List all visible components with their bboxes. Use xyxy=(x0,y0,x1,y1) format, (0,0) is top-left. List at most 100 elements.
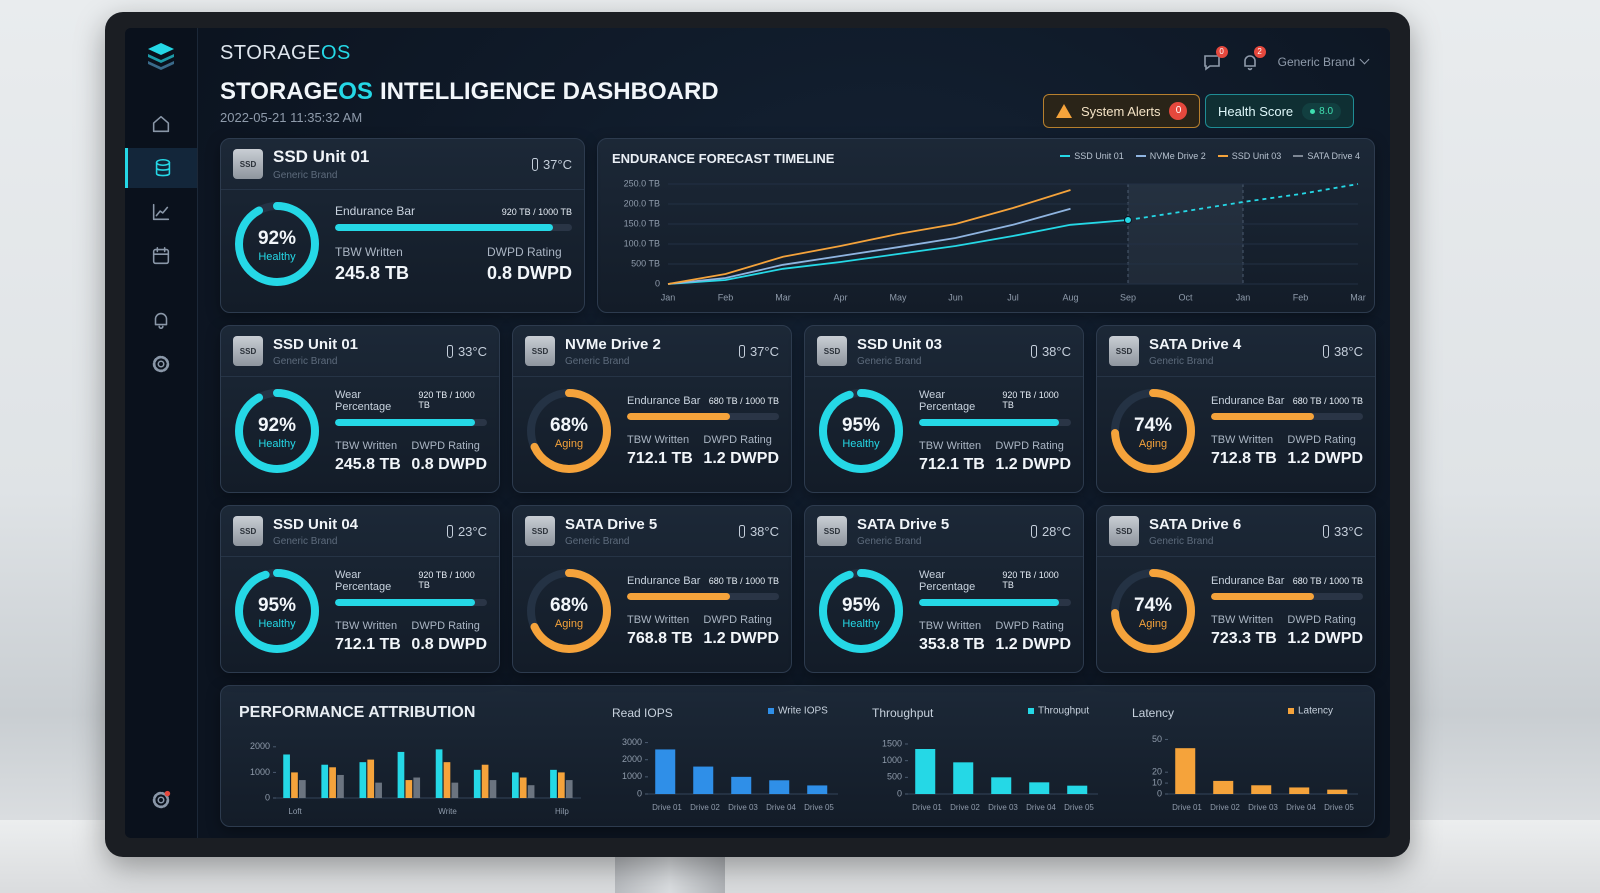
screen: STORAGEOS STORAGEOS INTELLIGENCE DASHBOAR… xyxy=(125,28,1390,838)
temperature: 28°C xyxy=(1030,524,1071,539)
title-prefix: STORAGE xyxy=(220,78,339,105)
temperature-value: 37°C xyxy=(749,343,779,359)
y-tick-label: 0 xyxy=(637,788,642,798)
usage-bar xyxy=(335,224,554,231)
bar-header: Endurance Bar 920 TB / 1000 TB xyxy=(335,204,572,218)
bar-track xyxy=(335,224,572,231)
y-tick-label: 2000 xyxy=(250,741,270,751)
brand-menu[interactable]: Generic Brand xyxy=(1277,54,1370,69)
stat-value: 1.2 DWPD xyxy=(703,449,779,467)
bar-header: Endurance Bar 680 TB / 1000 TB xyxy=(1211,575,1363,587)
bar xyxy=(337,774,344,798)
usage-bar xyxy=(335,418,475,426)
bar-header: Wear Percentage 920 TB / 1000 TB xyxy=(919,569,1071,593)
bar-track xyxy=(1211,412,1363,420)
warning-icon xyxy=(1056,104,1072,118)
nav-home[interactable] xyxy=(125,104,197,144)
logo-layer xyxy=(148,61,174,70)
drive-name: SSD Unit 04 xyxy=(273,515,359,533)
gear-icon xyxy=(152,790,171,809)
chart-title: ENDURANCE FORECAST TIMELINE xyxy=(612,151,835,166)
alerts-button[interactable]: 2 xyxy=(1240,46,1266,72)
ssd-icon: SSD xyxy=(233,336,263,366)
usage-label: 680 TB / 1000 TB xyxy=(1292,575,1363,586)
bar-track xyxy=(335,598,487,606)
card-body: 74% Aging Endurance Bar 680 TB / 1000 TB TBW… xyxy=(1097,557,1375,657)
system-alerts-button[interactable]: System Alerts 0 xyxy=(1043,94,1201,128)
usage-label: 680 TB / 1000 TB xyxy=(708,575,779,586)
gauge-arc xyxy=(819,389,903,473)
bar-track xyxy=(919,418,1071,426)
stat-label: DWPD Rating xyxy=(995,619,1064,632)
bar xyxy=(413,777,421,798)
card-header: SSD SATA Drive 6 Generic Brand 33°C xyxy=(1097,506,1375,557)
messages-badge: 0 xyxy=(1215,46,1228,58)
stat-value: 712.1 TB xyxy=(627,449,693,467)
alerts-count: 0 xyxy=(1169,102,1188,120)
stat-label: TBW Written xyxy=(1211,433,1274,446)
endurance-timeline-panel: 0 500 TB 100.0 TB 150.0 TB 200.0 TB 250.0 TB J… xyxy=(597,138,1375,313)
nav-calendar[interactable] xyxy=(125,236,197,276)
gauge: 95% Healthy xyxy=(819,569,903,653)
nav-notifications[interactable] xyxy=(125,300,197,340)
brand-menu-label: Generic Brand xyxy=(1277,55,1355,69)
x-tick-label: Drive 03 xyxy=(1248,803,1278,812)
y-tick-label: 500 TB xyxy=(631,258,660,268)
temperature-value: 38°C xyxy=(1041,343,1071,359)
messages-button[interactable]: 0 xyxy=(1202,46,1228,72)
gauge-label: 92% xyxy=(258,415,296,436)
temperature: 37°C xyxy=(738,343,779,359)
bar-chart: Throughput Throughput 0 500 1000 1500 Drive 01… xyxy=(872,706,1098,812)
gauge-status: Aging xyxy=(555,618,583,630)
nav-settings[interactable] xyxy=(125,344,197,384)
bar xyxy=(655,749,676,794)
drive-details: Wear Percentage 920 TB / 1000 TB TBW Writt… xyxy=(335,569,487,654)
legend-label: Latency xyxy=(1298,706,1333,717)
nav-analytics[interactable] xyxy=(125,192,197,232)
nav-storage[interactable] xyxy=(125,148,197,188)
gauge-arc xyxy=(235,389,319,473)
stat: TBW Written 723.3 TB xyxy=(1211,614,1277,648)
health-score-button[interactable]: Health Score 8.0 xyxy=(1205,94,1355,128)
bar-chart: Read IOPS Write IOPS 0 1000 2000 3000 Drive 01… xyxy=(612,706,838,812)
y-tick-label: 1000 xyxy=(250,767,270,777)
logo[interactable] xyxy=(145,40,177,72)
icon-shape xyxy=(152,203,170,221)
card-header: SSD NVMe Drive 2 Generic Brand 37°C xyxy=(513,326,791,377)
legend-item: SSD Unit 03 xyxy=(1217,151,1282,161)
icon-shape xyxy=(155,158,170,167)
drive-brand: Generic Brand xyxy=(857,535,922,547)
nav-account-settings[interactable] xyxy=(125,780,197,820)
stat-label: TBW Written xyxy=(335,439,398,452)
dropdown-chevron xyxy=(1359,54,1370,65)
gauge-arc xyxy=(819,569,903,653)
bar-track xyxy=(1211,592,1363,600)
gauge-status: Healthy xyxy=(258,251,296,263)
bar xyxy=(915,749,936,794)
bar xyxy=(1213,780,1234,794)
drive-details: Endurance Bar 920 TB / 1000 TB TBW Written… xyxy=(335,204,572,284)
bar xyxy=(367,759,375,798)
x-tick-label: Drive 04 xyxy=(1026,803,1056,812)
temperature: 37°C xyxy=(531,157,572,172)
ssd-icon: SSD xyxy=(525,516,555,546)
bar xyxy=(451,782,459,798)
bar xyxy=(565,780,573,798)
bar-label: Endurance Bar xyxy=(1211,394,1285,407)
legend-label: SSD Unit 03 xyxy=(1231,151,1282,161)
x-tick-label: May xyxy=(889,292,907,302)
gear-icon xyxy=(152,355,170,373)
stat-label: DWPD Rating xyxy=(486,245,562,259)
stat: DWPD Rating 0.8 DWPD xyxy=(487,245,572,284)
stat-label: DWPD Rating xyxy=(703,433,772,446)
stat-value: 712.8 TB xyxy=(1211,449,1277,467)
x-tick-label: Feb xyxy=(1293,292,1309,302)
bar xyxy=(1029,782,1050,794)
drive-card: SSD SATA Drive 4 Generic Brand 38°C 74% Aging… xyxy=(1096,325,1376,493)
y-tick-label: 100.0 TB xyxy=(624,238,660,248)
icon-shape xyxy=(155,161,170,177)
gauge-status: Aging xyxy=(1139,438,1167,450)
drive-info: SSD Unit 04 Generic Brand xyxy=(273,516,437,547)
bar xyxy=(359,762,367,798)
legend-item: NVMe Drive 2 xyxy=(1135,151,1206,161)
